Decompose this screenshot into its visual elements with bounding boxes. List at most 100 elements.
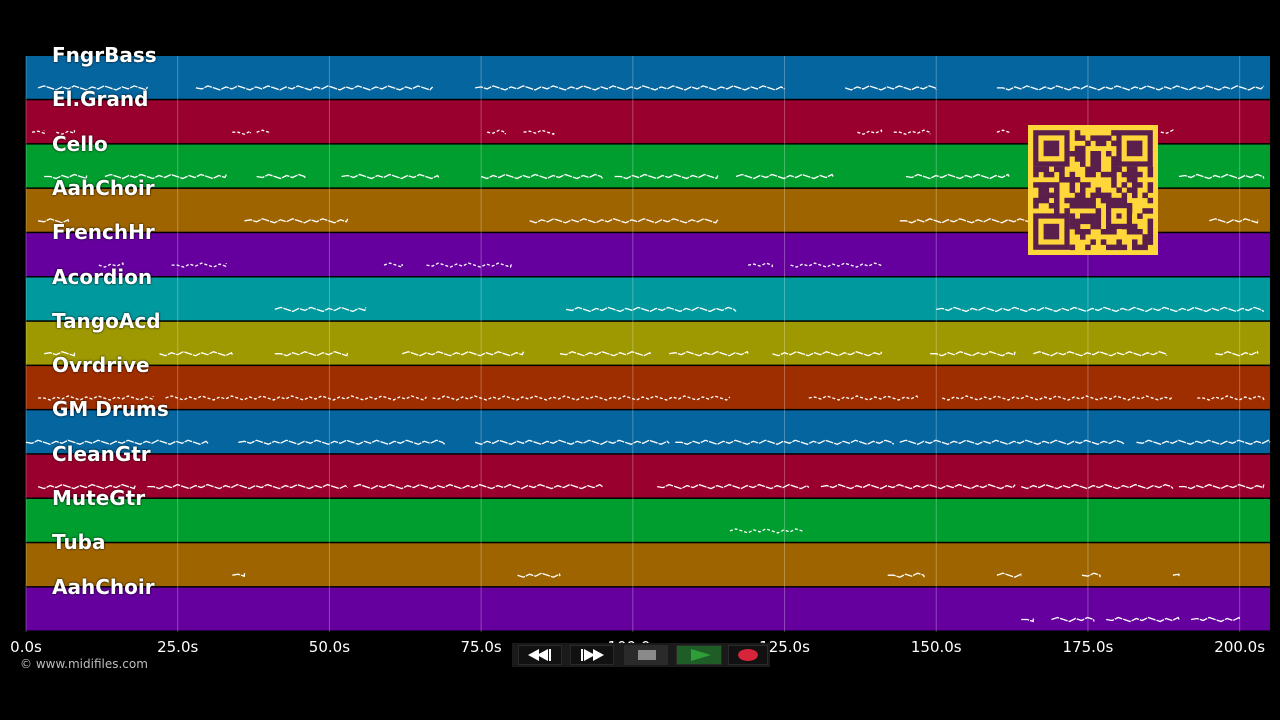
track-label: FngrBass	[52, 43, 157, 67]
note-segment	[735, 173, 834, 180]
note-segment	[256, 173, 306, 180]
fast-forward-icon	[581, 649, 604, 661]
play-icon	[691, 649, 711, 661]
note-segment	[559, 350, 652, 357]
rewind-icon	[528, 649, 551, 661]
note-segment	[808, 395, 919, 401]
note-segment	[1178, 173, 1265, 180]
track-lane	[26, 499, 1270, 542]
note-segment	[942, 395, 1174, 401]
copyright-text: © www.midifiles.com	[20, 657, 148, 671]
note-segment	[936, 306, 1265, 313]
note-segment	[195, 85, 434, 91]
time-tick-label: 25.0s	[157, 638, 199, 656]
track-label: AahChoir	[52, 574, 155, 599]
time-tick-label: 125.0s	[759, 638, 810, 656]
note-segment	[614, 173, 719, 180]
time-tick-label: 75.0s	[460, 638, 502, 656]
note-segment	[529, 218, 719, 224]
note-segment	[844, 85, 937, 91]
note-segment	[899, 218, 1034, 224]
note-segment	[37, 218, 70, 224]
time-tick-label: 200.0s	[1214, 638, 1266, 656]
track-label: AahChoir	[52, 175, 155, 200]
track-lane	[26, 56, 1270, 99]
track-lane	[26, 454, 1270, 498]
note-segment	[857, 129, 883, 135]
stop-icon	[638, 650, 656, 660]
note-segment	[274, 350, 349, 357]
rewind-button[interactable]	[518, 645, 562, 665]
note-segment	[899, 439, 1125, 446]
note-segment	[1197, 395, 1265, 401]
play-button[interactable]	[676, 645, 722, 665]
track-label: MuteGtr	[52, 486, 146, 510]
stop-button[interactable]	[624, 645, 668, 665]
note-segment	[729, 528, 804, 534]
note-segment	[37, 483, 136, 490]
track-label: CleanGtr	[52, 441, 151, 466]
track-lane	[26, 321, 1270, 365]
record-button[interactable]	[728, 645, 768, 665]
note-segment	[656, 483, 810, 490]
note-segment	[675, 439, 895, 446]
note-segment	[887, 572, 925, 578]
note-segment	[487, 129, 507, 135]
note-segment	[232, 130, 252, 135]
note-segment	[353, 483, 603, 490]
track-lane	[26, 543, 1270, 587]
note-segment	[159, 350, 233, 357]
note-segment	[1033, 350, 1168, 357]
time-tick-label: 0.0s	[10, 638, 42, 656]
transport-controls	[512, 643, 770, 667]
note-segment	[747, 262, 774, 268]
note-segment	[56, 130, 76, 135]
note-segment	[1081, 572, 1101, 578]
note-segment	[147, 483, 349, 490]
note-segment	[474, 85, 785, 91]
track-lane	[26, 366, 1270, 409]
note-segment	[1179, 483, 1265, 490]
note-segment	[996, 85, 1265, 91]
note-segment	[565, 306, 737, 313]
note-segment	[820, 483, 1016, 490]
note-segment	[38, 395, 154, 401]
note-segment	[893, 129, 931, 135]
note-segment	[790, 262, 883, 268]
note-segment	[523, 129, 555, 136]
note-segment	[1190, 616, 1241, 623]
note-segment	[930, 350, 1016, 357]
track-label: FrenchHr	[52, 220, 155, 245]
note-segment	[401, 350, 525, 357]
note-segment	[426, 262, 513, 268]
track-label: TangoAcd	[52, 308, 161, 333]
note-segment	[996, 572, 1022, 578]
note-segment	[171, 262, 227, 268]
note-segment	[238, 439, 446, 446]
note-segment	[474, 439, 670, 446]
note-segment	[341, 173, 440, 180]
track-lane	[26, 277, 1270, 321]
qr-code[interactable]	[1028, 125, 1158, 255]
note-segment	[1021, 618, 1034, 623]
time-tick-label: 150.0s	[910, 638, 962, 656]
note-segment	[44, 350, 76, 357]
note-segment	[44, 173, 88, 180]
note-segment	[432, 395, 731, 401]
note-segment	[37, 85, 148, 91]
track-label: Cello	[52, 131, 108, 156]
note-segment	[1106, 616, 1180, 623]
track-label: Acordion	[52, 264, 153, 289]
note-segment	[772, 350, 883, 357]
track-label: Tuba	[52, 530, 106, 555]
note-segment	[232, 573, 246, 578]
note-segment	[480, 173, 604, 180]
note-segment	[669, 350, 749, 357]
note-segment	[1020, 483, 1174, 490]
note-marks	[25, 85, 1271, 623]
note-segment	[517, 572, 561, 578]
note-segment	[1051, 616, 1095, 623]
fast-forward-button[interactable]	[570, 645, 614, 665]
note-segment	[25, 439, 209, 446]
